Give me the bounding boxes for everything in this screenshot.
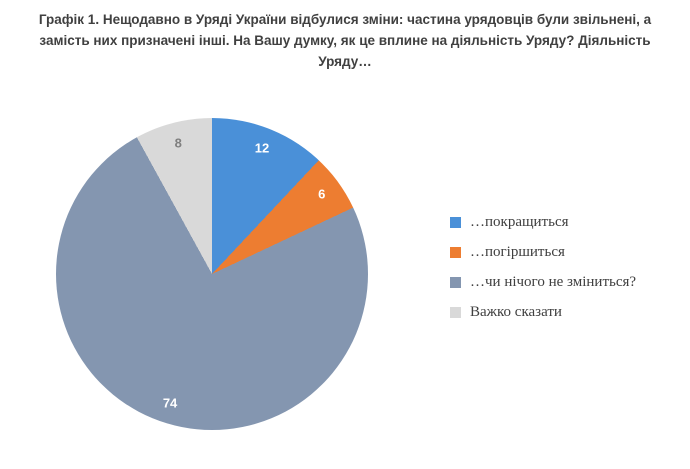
legend: …покращиться …погіршиться …чи нічого не зм… bbox=[450, 213, 636, 333]
legend-label: Важко сказати bbox=[470, 304, 562, 320]
data-label: 74 bbox=[162, 395, 178, 411]
data-label: 8 bbox=[174, 135, 182, 151]
legend-swatch bbox=[450, 247, 461, 258]
legend-swatch bbox=[450, 277, 461, 288]
legend-swatch bbox=[450, 217, 461, 228]
pie-chart: 12 6 74 8 bbox=[56, 118, 368, 430]
data-label: 6 bbox=[318, 186, 326, 202]
legend-item: Важко сказати bbox=[450, 303, 636, 322]
legend-label: …погіршиться bbox=[470, 244, 565, 260]
legend-item: …покращиться bbox=[450, 213, 636, 232]
legend-item: …погіршиться bbox=[450, 243, 636, 262]
legend-label: …покращиться bbox=[470, 214, 569, 230]
legend-label: …чи нічого не зміниться? bbox=[470, 274, 637, 290]
chart-title: Графік 1. Нещодавно в Уряді України відб… bbox=[38, 12, 652, 69]
legend-swatch bbox=[450, 307, 461, 318]
data-label: 12 bbox=[254, 140, 270, 156]
pie-plot-area bbox=[56, 118, 368, 430]
legend-item: …чи нічого не зміниться? bbox=[450, 273, 636, 292]
